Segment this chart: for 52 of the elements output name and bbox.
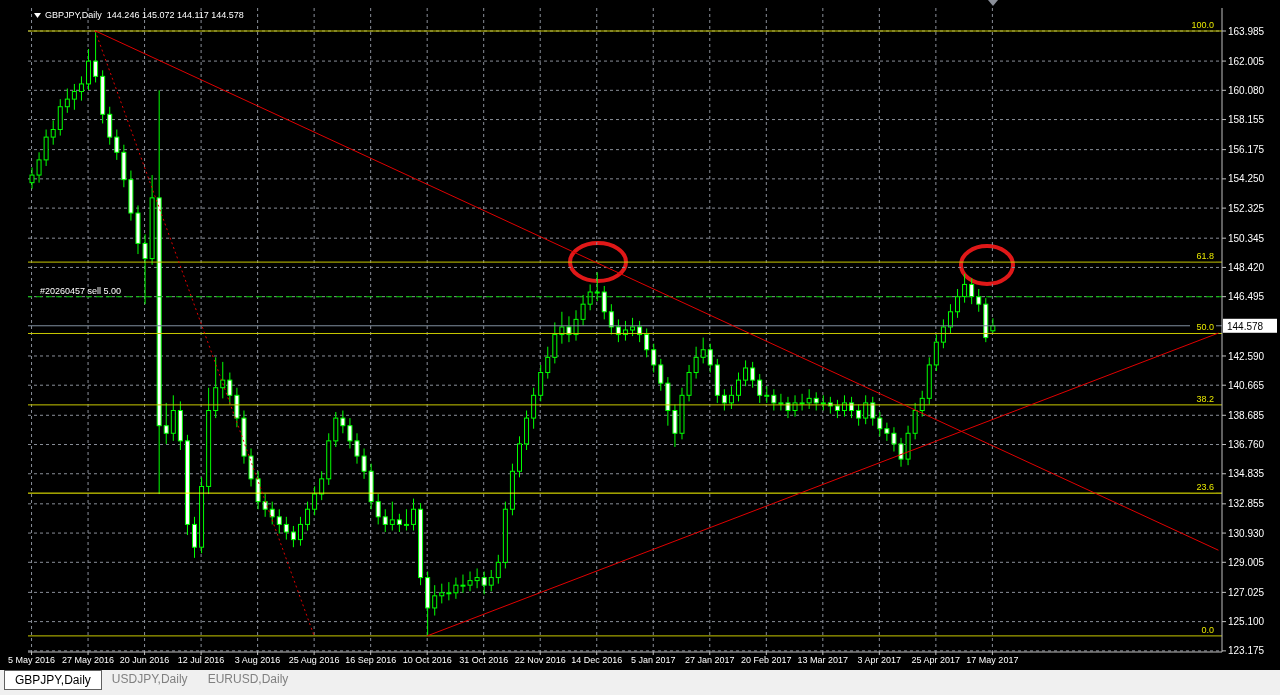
x-tick-label: 5 Jan 2017 <box>630 655 676 666</box>
x-tick-label: 27 Jan 2017 <box>685 655 735 666</box>
annotation: 100.0 <box>1191 20 1214 31</box>
y-tick-label: 150.345 <box>1228 232 1265 244</box>
y-tick-label: 162.005 <box>1228 55 1265 67</box>
y-tick-label: 134.835 <box>1228 468 1265 480</box>
annotation: 38.2 <box>1196 393 1214 404</box>
y-tick-label: 142.590 <box>1228 350 1265 362</box>
annotation: 23.6 <box>1196 482 1214 493</box>
text: EURUSD,Daily <box>206 671 290 688</box>
y-tick-label: 130.930 <box>1228 527 1265 539</box>
y-tick-label: 156.175 <box>1228 144 1265 156</box>
y-tick-label: 163.985 <box>1228 25 1265 37</box>
x-tick-label: 25 Aug 2016 <box>288 655 340 666</box>
x-tick-label: 10 Oct 2016 <box>402 655 452 666</box>
x-tick-label: 3 Aug 2016 <box>234 655 281 666</box>
y-tick-label: 123.175 <box>1228 645 1265 657</box>
x-tick-label: 17 May 2017 <box>966 655 1019 666</box>
x-tick-label: 22 Nov 2016 <box>514 655 566 666</box>
text: USDJPY,Daily <box>110 671 189 688</box>
y-tick-label: 158.155 <box>1228 114 1265 126</box>
x-tick-label: 3 Apr 2017 <box>857 655 902 666</box>
candlestick <box>403 509 409 531</box>
x-tick-label: 13 Mar 2017 <box>797 655 849 666</box>
x-tick-label: 12 Jul 2016 <box>177 655 225 666</box>
y-tick-label: 152.325 <box>1228 202 1265 214</box>
y-tick-label: 125.100 <box>1228 616 1265 628</box>
x-tick-label: 5 May 2016 <box>8 655 56 666</box>
text: GBPJPY,Daily <box>4 670 102 690</box>
y-tick-label: 132.855 <box>1228 498 1265 510</box>
y-tick-label: 146.495 <box>1228 291 1265 303</box>
annotation: 61.8 <box>1196 251 1214 262</box>
y-tick-label: 160.080 <box>1228 84 1265 96</box>
x-tick-label: 20 Jun 2016 <box>119 655 170 666</box>
y-tick-label: 136.760 <box>1228 439 1265 451</box>
x-tick-label: 25 Apr 2017 <box>911 655 961 666</box>
y-tick-label: 138.685 <box>1228 409 1265 421</box>
ref-line-label: #20260457 sell 5.00 <box>40 285 122 296</box>
x-tick-label: 27 May 2016 <box>62 655 115 666</box>
y-tick-label: 127.025 <box>1228 586 1265 598</box>
x-tick-label: 14 Dec 2016 <box>571 655 623 666</box>
x-tick-label: 20 Feb 2017 <box>741 655 792 666</box>
annotation: 0.0 <box>1201 624 1214 635</box>
y-tick-label: 129.005 <box>1228 556 1265 568</box>
x-tick-label: 16 Sep 2016 <box>345 655 397 666</box>
y-tick-label: 148.420 <box>1228 261 1265 273</box>
chart-title: GBPJPY,Daily 144.246 145.072 144.117 144.578 <box>45 10 244 20</box>
annotation: 50.0 <box>1196 322 1214 333</box>
y-tick-label: 154.250 <box>1228 173 1265 185</box>
x-tick-label: 31 Oct 2016 <box>459 655 509 666</box>
ref-line-label: 144.578 <box>1227 320 1264 332</box>
y-tick-label: 140.665 <box>1228 379 1265 391</box>
